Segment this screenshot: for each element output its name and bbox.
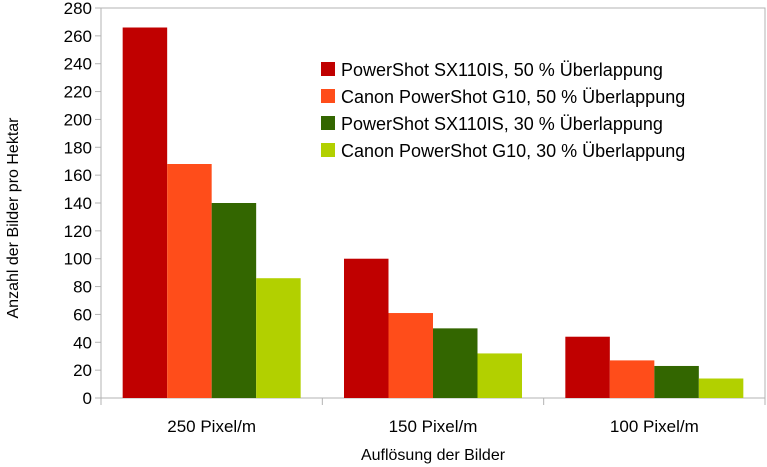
y-tick-label: 200 (64, 110, 92, 129)
bars (122, 27, 744, 398)
x-axis-ticks: 250 Pixel/m 150 Pixel/m 100 Pixel/m (100, 398, 766, 436)
y-tick-label: 20 (73, 361, 92, 380)
bar (565, 336, 610, 398)
legend-swatch (321, 62, 335, 76)
x-tick-label: 250 Pixel/m (167, 417, 256, 436)
bar (344, 258, 389, 398)
y-tick-label: 80 (73, 278, 92, 297)
bar (211, 203, 257, 398)
y-axis-ticks: 0 20 40 60 80 100 120 140 160 180 200 220 240 260 280 (64, 0, 101, 408)
y-tick-label: 40 (73, 333, 92, 352)
legend-label: PowerShot SX110IS, 50 % Überlappung (341, 60, 663, 80)
bar (609, 360, 655, 398)
y-axis-title: Anzahl der Bilder pro Hektar (5, 117, 22, 319)
legend-label: PowerShot SX110IS, 30 % Überlappung (341, 114, 663, 134)
legend-label: Canon PowerShot G10, 50 % Überlappung (341, 87, 685, 107)
bar (167, 164, 212, 398)
legend-swatch (321, 89, 335, 103)
legend-swatch (321, 116, 335, 130)
bar (433, 328, 478, 398)
y-tick-label: 220 (64, 83, 92, 102)
x-tick-label: 100 Pixel/m (610, 417, 699, 436)
x-tick-label: 150 Pixel/m (389, 417, 478, 436)
bar (698, 378, 744, 398)
legend: PowerShot SX110IS, 50 % Überlappung Canon… (321, 60, 685, 161)
bar (256, 278, 301, 398)
y-tick-label: 280 (64, 0, 92, 18)
legend-label: Canon PowerShot G10, 30 % Überlappung (341, 141, 685, 161)
bar (388, 313, 433, 398)
y-tick-label: 180 (64, 138, 92, 157)
x-axis-title: Auflösung der Bilder (361, 447, 506, 464)
y-tick-label: 160 (64, 166, 92, 185)
y-tick-label: 120 (64, 222, 92, 241)
y-tick-label: 240 (64, 55, 92, 74)
legend-swatch (321, 143, 335, 157)
bar (122, 27, 168, 398)
y-tick-label: 60 (73, 305, 92, 324)
y-tick-label: 260 (64, 27, 92, 46)
y-tick-label: 100 (64, 250, 92, 269)
y-tick-label: 140 (64, 194, 92, 213)
y-tick-label: 0 (83, 389, 92, 408)
bar (654, 365, 699, 398)
bar (477, 353, 522, 398)
